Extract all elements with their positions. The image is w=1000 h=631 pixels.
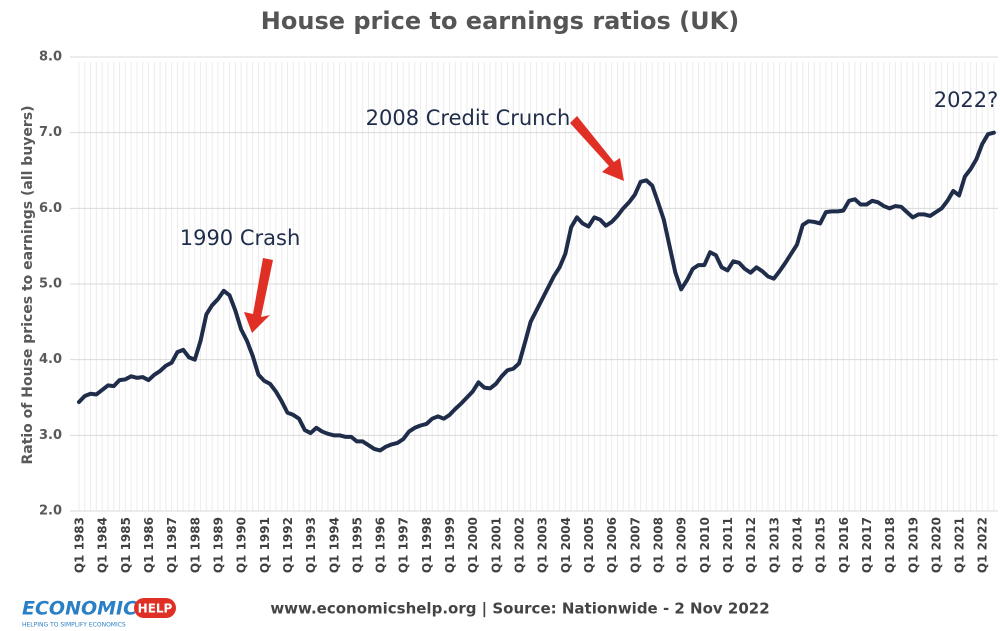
x-tick-label: Q1 1992 xyxy=(281,517,295,573)
arrow xyxy=(244,258,273,333)
x-tick-label: Q1 2014 xyxy=(790,517,804,573)
x-tick-label: Q1 2020 xyxy=(929,517,943,573)
x-tick-label: Q1 2019 xyxy=(906,517,920,573)
x-tick-label: Q1 2013 xyxy=(767,517,781,573)
y-tick-label: 7.0 xyxy=(39,125,62,140)
x-tick-label: Q1 2015 xyxy=(814,517,828,573)
x-tick-label: Q1 2001 xyxy=(489,517,503,573)
y-tick-label: 3.0 xyxy=(39,428,62,443)
x-tick-label: Q1 2007 xyxy=(628,517,642,573)
x-tick-label: Q1 1998 xyxy=(420,517,434,573)
x-tick-label: Q1 2009 xyxy=(675,517,689,573)
x-tick-label: Q1 1985 xyxy=(119,517,133,573)
y-tick-label: 2.0 xyxy=(39,504,62,519)
x-tick-label: Q1 1983 xyxy=(73,517,87,573)
logo-tagline: HELPING TO SIMPLIFY ECONOMICS xyxy=(22,622,126,629)
x-tick-label: Q1 1999 xyxy=(443,517,457,573)
y-tick-label: 5.0 xyxy=(39,277,62,292)
y-tick-label: 8.0 xyxy=(39,50,62,65)
annotation: 2022? xyxy=(934,88,999,112)
y-tick-label: 4.0 xyxy=(39,352,62,367)
y-tick-label: 6.0 xyxy=(39,201,62,216)
x-tick-label: Q1 2012 xyxy=(744,517,758,573)
x-tick-label: Q1 2018 xyxy=(883,517,897,573)
arrow xyxy=(570,116,624,181)
x-tick-label: Q1 2004 xyxy=(559,517,573,573)
x-tick-label: Q1 2016 xyxy=(837,517,851,573)
logo: ECONOMICS HELP HELPING TO SIMPLIFY ECONO… xyxy=(22,598,176,629)
x-tick-label: Q1 2021 xyxy=(953,517,967,573)
x-tick-label: Q1 1996 xyxy=(374,517,388,573)
plot-area: 2.0 3.0 4.0 5.0 6.0 7.0 8.0 Q1 1983 Q1 1984 Q1 19… xyxy=(39,50,998,573)
x-tick-label: Q1 1994 xyxy=(327,517,341,573)
x-tick-label: Q1 2011 xyxy=(721,517,735,573)
x-tick-label: Q1 2000 xyxy=(466,517,480,573)
y-axis-label: Ratio of House prices to earnings (all b… xyxy=(20,105,36,464)
x-tick-label: Q1 2002 xyxy=(513,517,527,573)
data-line xyxy=(77,130,996,453)
logo-text: ECONOMICS xyxy=(22,598,150,620)
x-tick-label: Q1 2022 xyxy=(976,517,990,573)
x-tick-label: Q1 1986 xyxy=(142,517,156,573)
x-tick-label: Q1 2008 xyxy=(652,517,666,573)
x-tick-label: Q1 1997 xyxy=(397,517,411,573)
x-tick-label: Q1 1984 xyxy=(96,517,110,573)
x-tick-label: Q1 1988 xyxy=(188,517,202,573)
footer: www.economicshelp.org | Source: Nationwi… xyxy=(270,600,769,619)
x-tick-label: Q1 1990 xyxy=(235,517,249,573)
x-tick-label: Q1 2010 xyxy=(698,517,712,573)
x-tick-label: Q1 1995 xyxy=(350,517,364,573)
x-tick-label: Q1 1991 xyxy=(258,517,272,573)
x-tick-label: Q1 2017 xyxy=(860,517,874,573)
x-tick-label: Q1 1989 xyxy=(211,517,225,573)
logo-badge-text: HELP xyxy=(138,602,173,616)
annotation: 2008 Credit Crunch xyxy=(366,106,571,130)
x-tick-label: Q1 2005 xyxy=(582,517,596,573)
x-tick-label: Q1 2003 xyxy=(536,517,550,573)
x-tick-label: Q1 1993 xyxy=(304,517,318,573)
logo-badge xyxy=(134,598,176,618)
x-tick-label: Q1 2006 xyxy=(605,517,619,573)
chart-title: House price to earnings ratios (UK) xyxy=(261,7,739,35)
x-tick-label: Q1 1987 xyxy=(165,517,179,573)
annotation: 1990 Crash xyxy=(180,226,301,250)
